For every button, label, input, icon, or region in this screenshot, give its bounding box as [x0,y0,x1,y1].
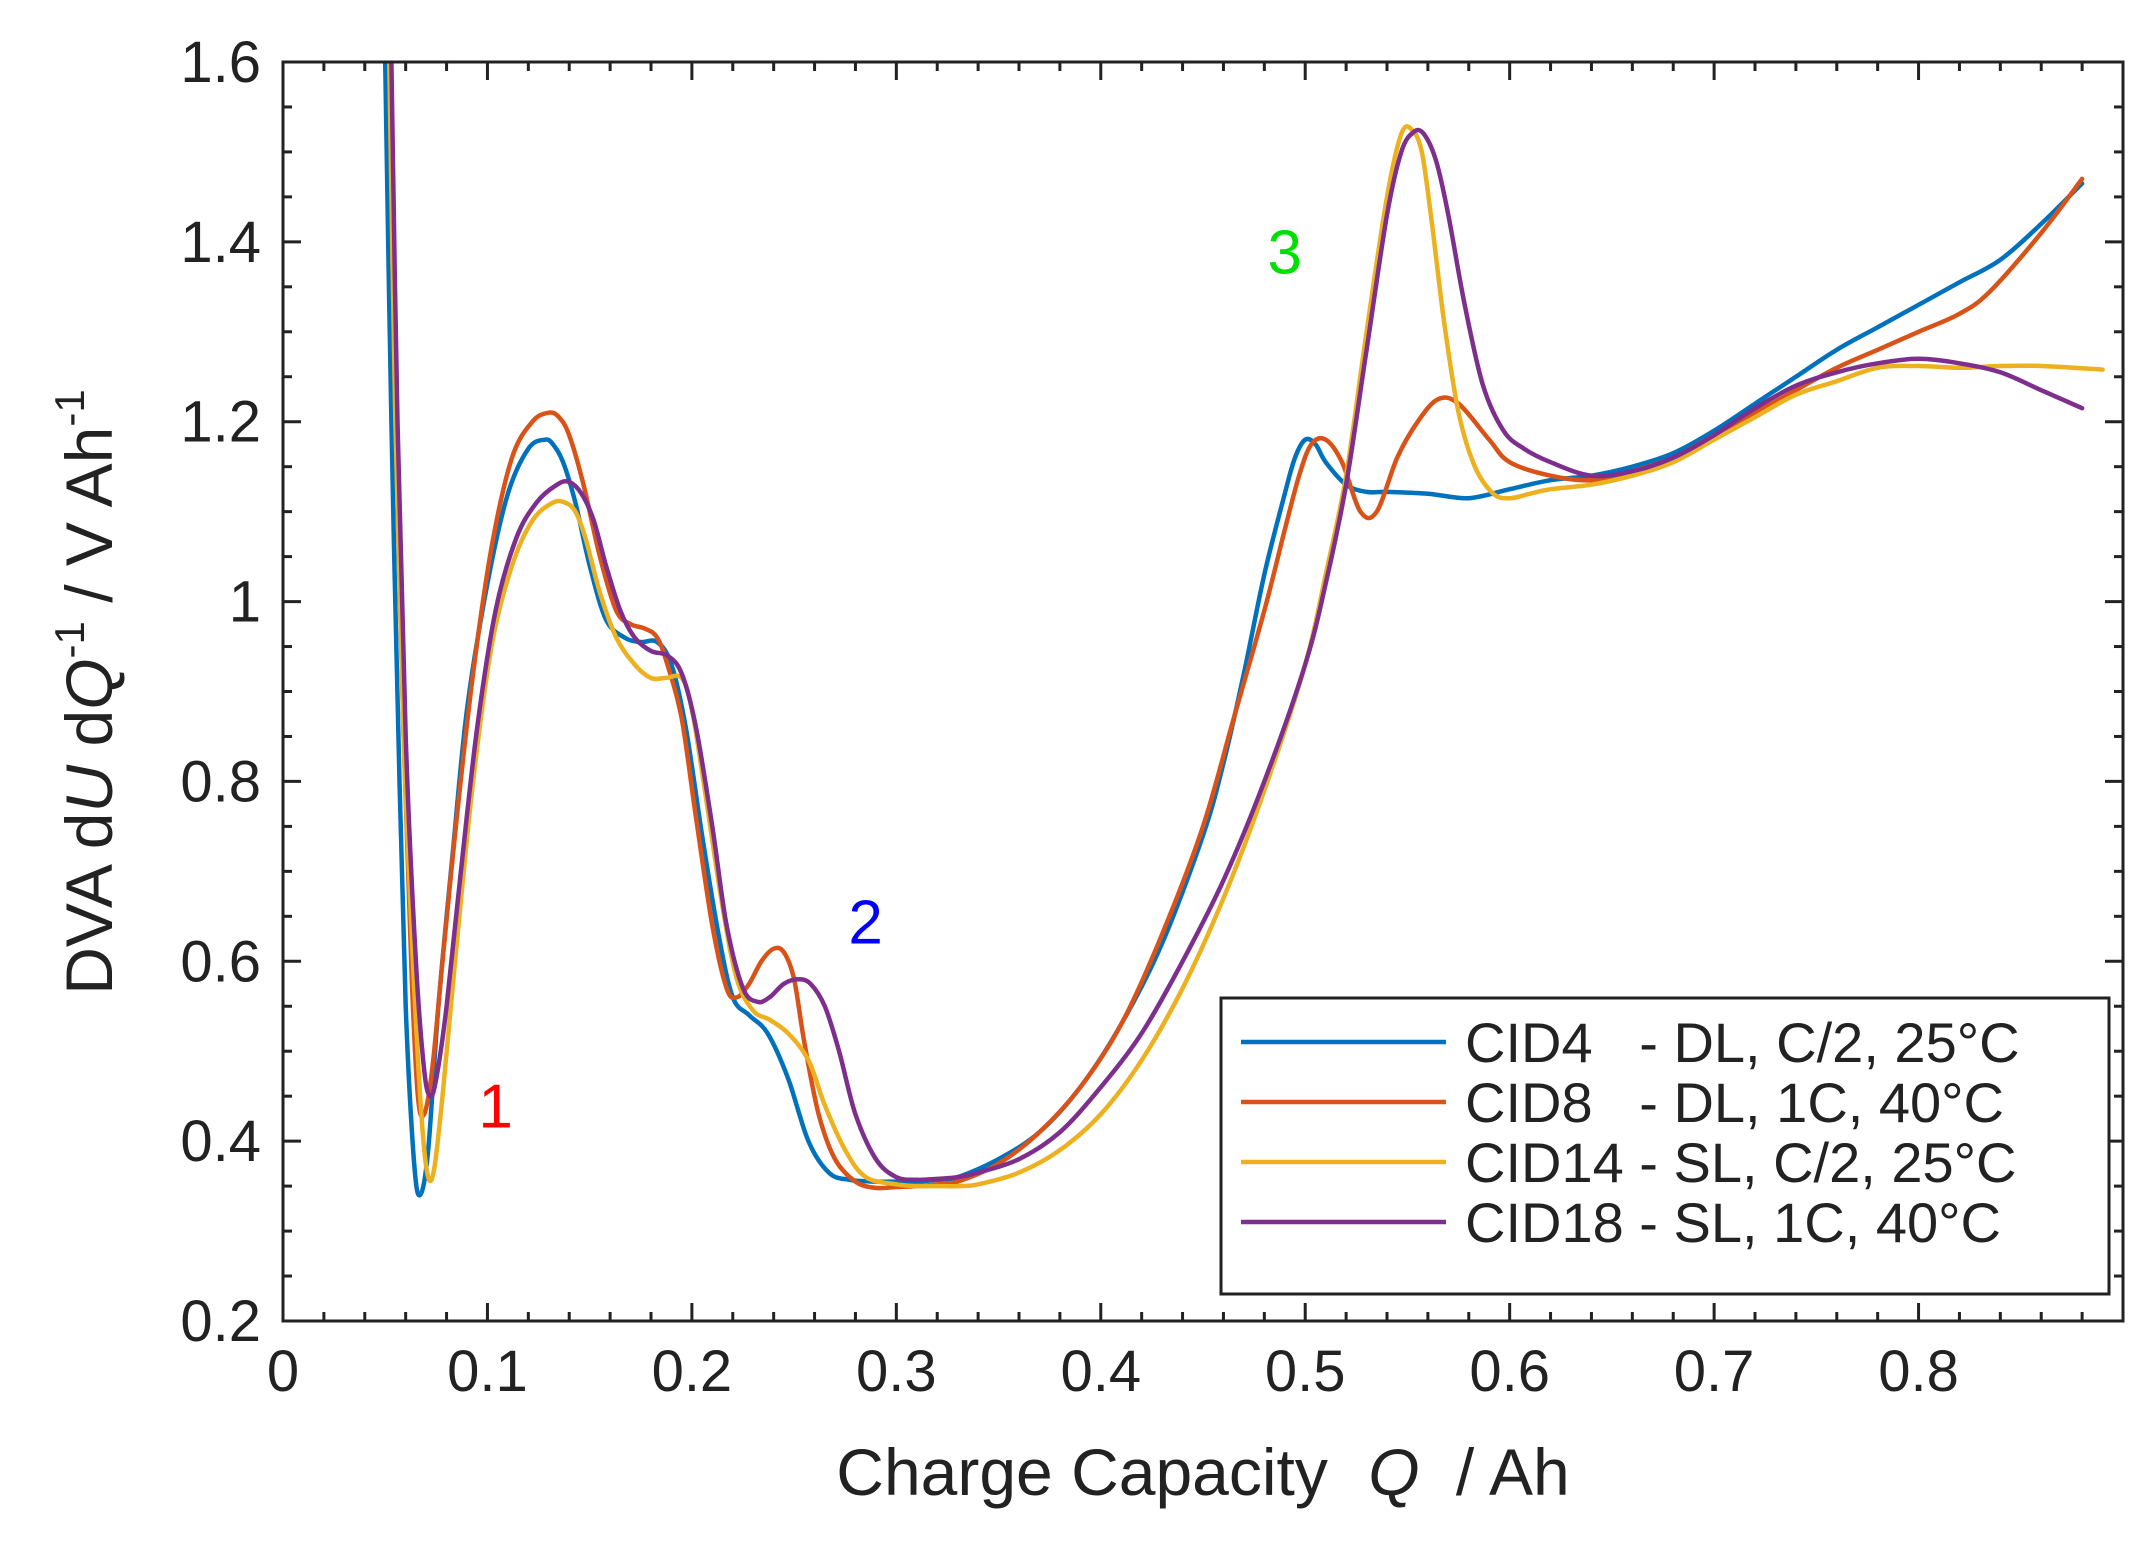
y-tick-label: 0.4 [180,1109,261,1174]
x-tick-label: 0.3 [856,1339,937,1404]
y-axis-title-q: Q [52,658,126,709]
series-line-3 [387,62,2105,1189]
y-tick-label: 0.2 [180,1289,261,1354]
peak-annotation-2: 2 [848,888,882,957]
legend-label-4: CID18 - SL, 1C, 40°C [1465,1191,2001,1254]
series-line-2 [387,62,2085,1191]
peak-annotation-3: 3 [1268,218,1302,287]
x-axis-title-variable: Q [1368,1435,1419,1509]
series-line-4 [389,62,2085,1183]
x-axis-title-label: Charge Capacity [836,1435,1328,1509]
x-tick-label: 0.2 [652,1339,733,1404]
y-tick-label: 1.2 [180,390,261,455]
legend-label-3: CID14 - SL, C/2, 25°C [1465,1131,2017,1194]
y-axis-title-sup1: -1 [46,621,93,658]
y-axis-title-mid: d [52,710,126,765]
x-axis-title-unit: / Ah [1456,1435,1570,1509]
x-tick-label: 0.6 [1469,1339,1550,1404]
x-tick-label: 0.1 [447,1339,528,1404]
peak-annotation-1: 1 [478,1073,512,1142]
y-axis-title: DVA dU dQ-1 / V Ah-1 [46,389,126,994]
x-tick-label: 0.7 [1674,1339,1755,1404]
y-axis-title-prefix: DVA d [52,813,126,995]
x-axis-tick-labels: 0 0.1 0.2 0.3 0.4 0.5 0.6 0.7 0.8 [267,1339,1959,1404]
x-tick-label: 0.8 [1878,1339,1959,1404]
y-axis-title-u: U [52,765,126,813]
y-axis-title-sup2: -1 [46,389,93,426]
peak-annotations: 1 2 3 [478,218,1302,1141]
data-series [382,62,2105,1198]
x-tick-label: 0.5 [1265,1339,1346,1404]
plot-area-frame [281,60,2125,1323]
y-axis-tick-labels: 0.2 0.4 0.6 0.8 1 1.2 1.4 1.6 [180,30,261,1354]
x-tick-label: 0.4 [1060,1339,1141,1404]
legend-box [1219,996,2111,1296]
x-tick-label: 0 [267,1339,299,1404]
y-tick-label: 1.4 [180,210,261,275]
y-axis-title-suffix: / V Ah [52,427,126,621]
y-tick-label: 1 [229,570,261,635]
y-tick-label: 0.8 [180,749,261,814]
legend-label-2: CID8 - DL, 1C, 40°C [1465,1071,2004,1134]
y-tick-label: 1.6 [180,30,261,95]
legend-label-1: CID4 - DL, C/2, 25°C [1465,1011,2020,1074]
y-tick-label: 0.6 [180,929,261,994]
x-axis-title: Charge Capacity Q / Ah [836,1435,1569,1509]
